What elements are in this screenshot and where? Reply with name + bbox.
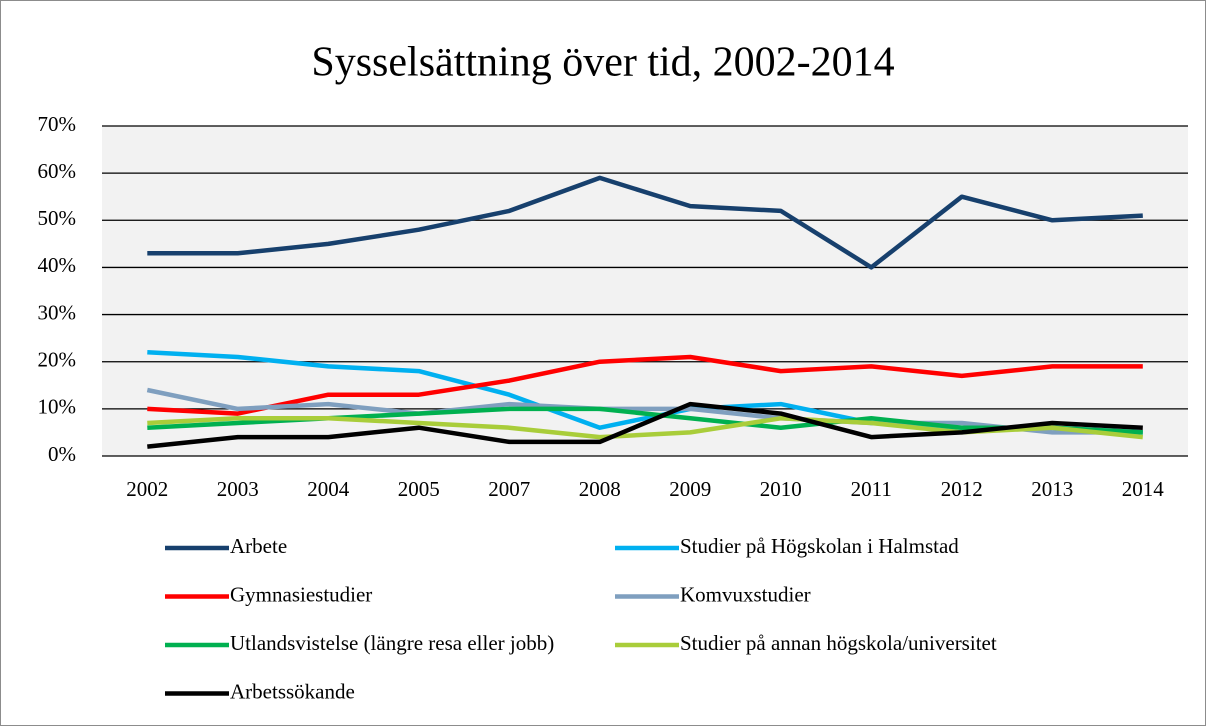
x-tick-label: 2014 [1122, 477, 1165, 501]
x-tick-label: 2007 [488, 477, 530, 501]
x-tick-label: 2003 [217, 477, 259, 501]
legend-label: Arbetssökande [230, 679, 355, 703]
y-tick-label: 50% [38, 206, 77, 230]
x-tick-label: 2013 [1031, 477, 1073, 501]
plot-area [102, 126, 1188, 456]
series-line [147, 175, 1143, 270]
y-tick-label: 10% [38, 395, 77, 419]
legend-label: Gymnasiestudier [230, 582, 372, 606]
y-tick-label: 0% [48, 442, 76, 466]
legend-label: Studier på Högskolan i Halmstad [680, 534, 959, 558]
y-tick-label: 40% [38, 253, 77, 277]
x-tick-label: 2008 [579, 477, 621, 501]
legend-label: Utlandsvistelse (längre resa eller jobb) [230, 631, 554, 655]
x-tick-label: 2002 [126, 477, 168, 501]
chart-title: Sysselsättning över tid, 2002-2014 [311, 40, 894, 86]
y-tick-label: 30% [38, 300, 77, 324]
series-line [146, 387, 1143, 435]
x-tick-label: 2012 [941, 477, 983, 501]
x-tick-label: 2010 [760, 477, 802, 501]
x-tick-label: 2004 [307, 477, 350, 501]
y-tick-label: 20% [38, 348, 77, 372]
series-line [147, 354, 1143, 416]
legend-label: Arbete [230, 534, 287, 558]
x-tick-label: 2011 [851, 477, 892, 501]
legend-label: Komvuxstudier [680, 582, 811, 606]
y-tick-label: 70% [38, 112, 77, 136]
y-tick-label: 60% [38, 159, 77, 183]
series-line [147, 401, 1143, 449]
x-tick-label: 2009 [669, 477, 711, 501]
legend-label: Studier på annan högskola/universitet [680, 631, 997, 655]
x-tick-label: 2005 [398, 477, 440, 501]
